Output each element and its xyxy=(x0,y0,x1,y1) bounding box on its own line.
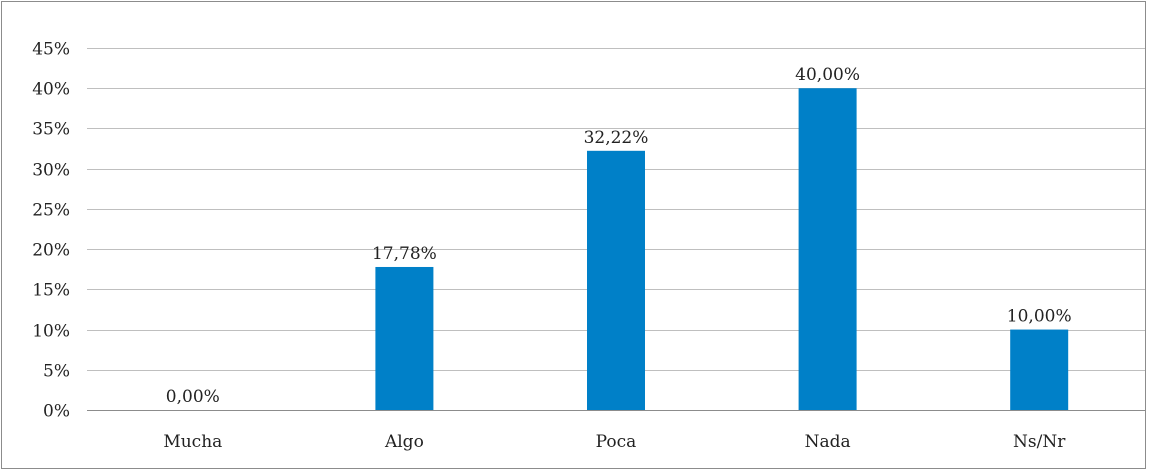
data-label: 0,00% xyxy=(166,387,220,407)
y-tick-label: 35% xyxy=(32,120,70,140)
y-tick-label: 5% xyxy=(43,362,70,382)
category-label: Nada xyxy=(805,432,851,452)
y-tick-label: 40% xyxy=(32,80,70,100)
data-label: 10,00% xyxy=(1007,307,1072,327)
data-label: 32,22% xyxy=(584,128,649,148)
y-tick-label: 15% xyxy=(32,281,70,301)
y-tick-label: 20% xyxy=(32,241,70,261)
data-label: 40,00% xyxy=(795,65,860,85)
y-tick-label: 45% xyxy=(32,40,70,60)
category-label: Poca xyxy=(596,432,637,452)
y-tick-label: 10% xyxy=(32,322,70,342)
bar xyxy=(1010,329,1069,410)
category-label: Ns/Nr xyxy=(1013,432,1066,452)
y-tick-label: 0% xyxy=(43,402,70,422)
y-tick-label: 25% xyxy=(32,201,70,221)
category-label: Mucha xyxy=(163,432,222,452)
y-tick-label: 30% xyxy=(32,161,70,181)
bar xyxy=(375,266,434,410)
data-label: 17,78% xyxy=(372,244,437,264)
bar xyxy=(798,88,857,410)
bar xyxy=(587,150,645,411)
category-label: Algo xyxy=(384,432,424,452)
